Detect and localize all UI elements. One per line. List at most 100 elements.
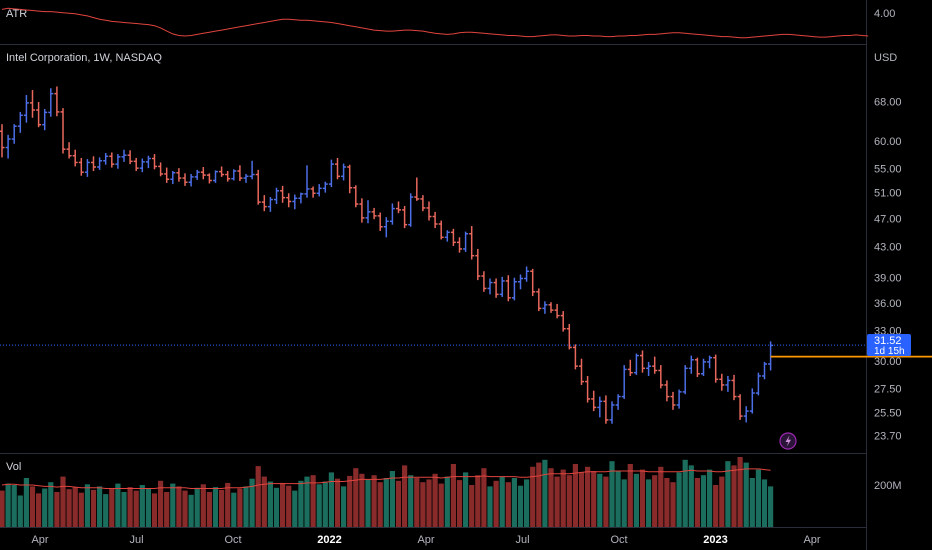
price-bar	[402, 205, 408, 229]
time-tick: Apr	[31, 534, 48, 546]
volume-bar	[219, 489, 225, 527]
volume-bar	[463, 472, 469, 527]
volume-bar	[761, 479, 768, 527]
price-bar	[646, 361, 652, 376]
volume-bar	[731, 465, 737, 527]
price-bar	[585, 375, 591, 403]
price-bar	[231, 169, 237, 181]
price-bar	[371, 207, 377, 220]
flash-icon[interactable]	[779, 432, 797, 450]
volume-bar	[200, 484, 206, 527]
volume-bar	[646, 479, 652, 527]
price-bar	[206, 173, 212, 184]
last-price-value: 31.52	[874, 335, 902, 347]
price-bar	[475, 248, 481, 281]
price-tick: 27.50	[874, 383, 902, 395]
volume-bar	[298, 480, 304, 527]
price-bar	[213, 170, 218, 183]
price-bar	[237, 165, 243, 182]
price-tick: 30.00	[874, 356, 902, 368]
price-bar	[219, 166, 225, 177]
volume-bar	[48, 482, 54, 527]
price-bar	[609, 401, 615, 424]
volume-bar	[707, 469, 713, 527]
volume-bar	[341, 486, 347, 527]
price-bar	[36, 101, 42, 128]
chart-title[interactable]: Intel Corporation, 1W, NASDAQ	[6, 52, 162, 64]
price-axis[interactable]: 68.00 60.00 55.00 51.00 47.00 43.00 39.00 36.00…	[874, 97, 902, 443]
price-bar	[518, 274, 523, 290]
volume-bar	[554, 476, 560, 527]
price-bar	[274, 187, 279, 205]
volume-bar	[127, 487, 133, 527]
volume-bar	[66, 489, 72, 527]
vol-title[interactable]: Vol	[6, 461, 21, 473]
price-bar	[139, 158, 145, 173]
volume-bar	[347, 475, 353, 527]
price-bar	[0, 124, 5, 158]
volume-bar	[36, 493, 42, 527]
price-bar	[54, 86, 60, 117]
price-bar	[444, 230, 450, 242]
price-bar	[597, 396, 603, 418]
volume-bar	[115, 483, 121, 527]
price-bar	[530, 268, 536, 297]
volume-bar	[176, 486, 182, 527]
volume-bar	[29, 486, 36, 527]
price-bar	[682, 365, 688, 395]
price-bar	[572, 344, 578, 370]
price-bar	[66, 142, 72, 159]
price-bar	[658, 365, 664, 389]
price-bar	[701, 358, 706, 376]
price-bar	[292, 194, 298, 210]
volume-bar	[231, 492, 237, 527]
price-bar	[487, 278, 493, 295]
volume-bar	[237, 488, 243, 527]
volume-bar	[225, 482, 231, 527]
price-bar	[194, 169, 200, 180]
volume-bar	[151, 493, 158, 527]
price-bar	[103, 152, 109, 165]
volume-bar	[273, 487, 280, 527]
price-bar	[243, 173, 249, 183]
volume-bar	[627, 464, 633, 527]
volume-bar	[755, 469, 761, 527]
price-bar	[60, 108, 66, 154]
atr-title[interactable]: ATR	[6, 8, 27, 20]
currency-label[interactable]: USD	[874, 52, 897, 64]
volume-bar	[72, 487, 78, 527]
volume-bar	[603, 476, 609, 527]
volume-bar	[377, 482, 383, 527]
time-tick: Jul	[515, 534, 529, 546]
volume-bar	[572, 464, 578, 527]
time-tick: Oct	[224, 534, 241, 546]
price-bar	[450, 228, 456, 246]
volume-bar	[688, 465, 694, 527]
volume-bar	[133, 490, 139, 527]
time-axis[interactable]: Apr Jul Oct 2022 Apr Jul Oct 2023 Apr	[31, 534, 820, 546]
volume-bar	[585, 466, 591, 527]
price-tick: 47.00	[874, 214, 902, 226]
volume-bar	[420, 482, 426, 527]
price-bar	[267, 197, 273, 212]
vol-y-tick: 200M	[874, 480, 902, 492]
price-bar	[30, 90, 35, 118]
price-bar	[579, 358, 584, 385]
price-bar	[499, 276, 505, 297]
price-tick: 39.00	[874, 273, 902, 285]
volume-bar	[682, 459, 688, 527]
price-bar	[640, 350, 645, 373]
volume-bar	[90, 489, 97, 527]
price-bar	[335, 157, 340, 180]
volume-bar	[670, 482, 676, 527]
price-bar	[200, 167, 206, 180]
volume-bar	[511, 478, 517, 527]
volume-bar	[566, 475, 572, 527]
price-bar	[48, 88, 54, 117]
volume-bar	[548, 468, 554, 527]
volume-bar	[316, 484, 322, 527]
volume-bar	[261, 476, 267, 527]
volume-ma-line	[1, 468, 771, 489]
